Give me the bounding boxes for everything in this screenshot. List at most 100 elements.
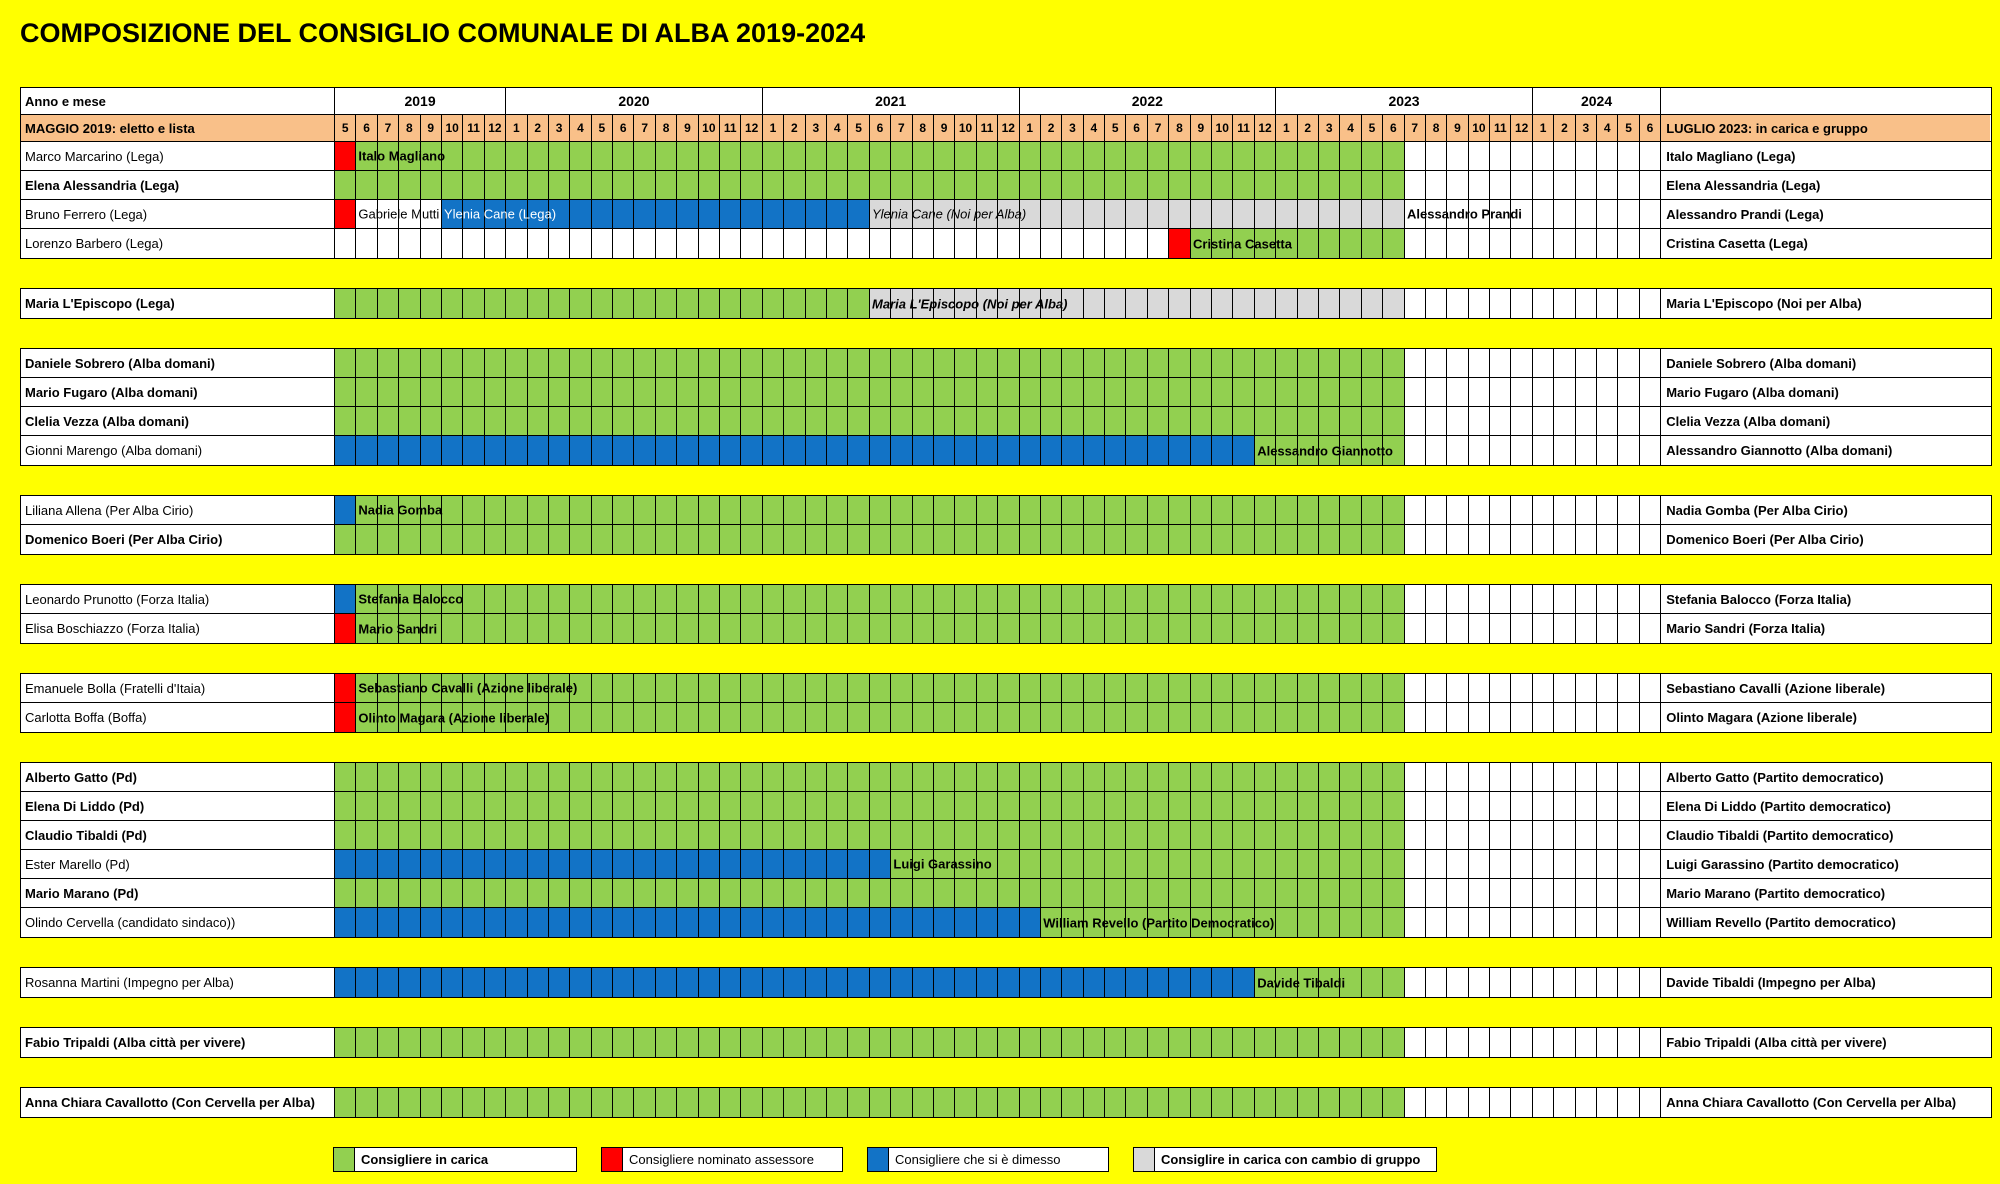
month-cell	[569, 525, 591, 554]
month-cell	[1510, 229, 1532, 258]
month-cell	[868, 200, 891, 228]
month-cell	[1018, 850, 1040, 878]
month-cell	[719, 171, 741, 199]
month-cell	[419, 850, 441, 878]
month-cell	[1232, 879, 1254, 907]
month-cell	[1553, 1088, 1575, 1117]
month-cell	[1296, 968, 1318, 997]
month-cell	[1339, 879, 1361, 907]
month-cell	[911, 968, 933, 997]
month-cell	[954, 1028, 976, 1057]
month-cell	[676, 171, 698, 199]
month-cell	[1596, 763, 1618, 791]
month-cell	[1211, 525, 1233, 554]
month-cell	[719, 703, 741, 732]
month-cell	[1424, 879, 1447, 907]
month-cell	[1638, 229, 1661, 258]
month-cell	[1061, 821, 1083, 849]
month-cell	[1039, 1088, 1062, 1117]
month-cell	[398, 200, 420, 228]
month-cell	[1553, 1028, 1575, 1057]
month-cell	[1489, 407, 1511, 435]
status-cell: Davide Tibaldi (Impegno per Alba)	[1660, 968, 1990, 997]
month-cell	[1403, 585, 1425, 613]
month-cell	[1146, 496, 1169, 524]
month-cell	[1553, 229, 1575, 258]
legend-item: Consigliere in carica	[333, 1147, 577, 1172]
month-cell	[612, 496, 634, 524]
month-number-cell: 5	[847, 115, 869, 141]
month-cell	[569, 614, 591, 643]
month-cell	[719, 407, 741, 435]
month-cell	[1104, 1028, 1126, 1057]
month-cell	[1339, 289, 1361, 318]
month-cell	[868, 525, 891, 554]
month-cell	[1232, 763, 1254, 791]
month-number-cell: 12	[740, 115, 762, 141]
month-cell	[1596, 229, 1618, 258]
month-cell	[440, 614, 463, 643]
month-cell	[547, 229, 570, 258]
month-cell	[1510, 792, 1532, 820]
month-cell	[505, 908, 527, 937]
month-cell	[547, 585, 570, 613]
month-cell	[1146, 378, 1169, 406]
month-cell	[505, 879, 527, 907]
month-cell	[697, 850, 720, 878]
month-cell	[590, 496, 613, 524]
month-cell	[1446, 1088, 1468, 1117]
month-cell	[783, 142, 805, 170]
month-cell	[1061, 792, 1083, 820]
month-cell	[440, 289, 463, 318]
month-cell	[1446, 614, 1468, 643]
month-cell	[1253, 703, 1276, 732]
month-cell	[1018, 674, 1040, 702]
month-cell	[1104, 349, 1126, 377]
month-number-cell: 12	[997, 115, 1019, 141]
month-cell	[526, 378, 548, 406]
month-cell	[1211, 496, 1233, 524]
month-cell	[932, 763, 955, 791]
month-cell	[1211, 378, 1233, 406]
month-cell	[569, 142, 591, 170]
month-cell	[1018, 200, 1040, 228]
month-cell	[1596, 378, 1618, 406]
month-cell	[954, 349, 976, 377]
month-cell	[1467, 850, 1490, 878]
month-cell	[1446, 763, 1468, 791]
month-cell	[398, 968, 420, 997]
month-cell	[569, 792, 591, 820]
month-cell	[1082, 674, 1105, 702]
month-cell	[334, 436, 356, 465]
month-cell	[1382, 229, 1404, 258]
month-cell	[1489, 763, 1511, 791]
month-cell	[1553, 349, 1575, 377]
month-cell	[633, 614, 655, 643]
month-cell	[1018, 585, 1040, 613]
month-cell	[526, 171, 548, 199]
month-cell	[1125, 525, 1147, 554]
month-cell	[997, 171, 1019, 199]
month-cell	[1574, 968, 1597, 997]
month-cell	[1467, 821, 1490, 849]
month-cell	[440, 229, 463, 258]
month-cell	[1360, 763, 1383, 791]
month-cell	[612, 1028, 634, 1057]
month-cell	[1403, 436, 1425, 465]
month-cell	[932, 614, 955, 643]
month-cell	[1446, 289, 1468, 318]
month-cell	[590, 850, 613, 878]
month-cell	[612, 1088, 634, 1117]
month-cell	[825, 436, 848, 465]
month-number-cell: 2	[1553, 115, 1575, 141]
month-cell	[590, 229, 613, 258]
month-cell	[761, 200, 784, 228]
month-cell	[847, 792, 869, 820]
month-cell	[398, 763, 420, 791]
month-cell	[847, 585, 869, 613]
month-cell	[334, 821, 356, 849]
month-cell	[1339, 378, 1361, 406]
month-cell	[868, 792, 891, 820]
month-cell	[1125, 968, 1147, 997]
month-cell	[526, 142, 548, 170]
